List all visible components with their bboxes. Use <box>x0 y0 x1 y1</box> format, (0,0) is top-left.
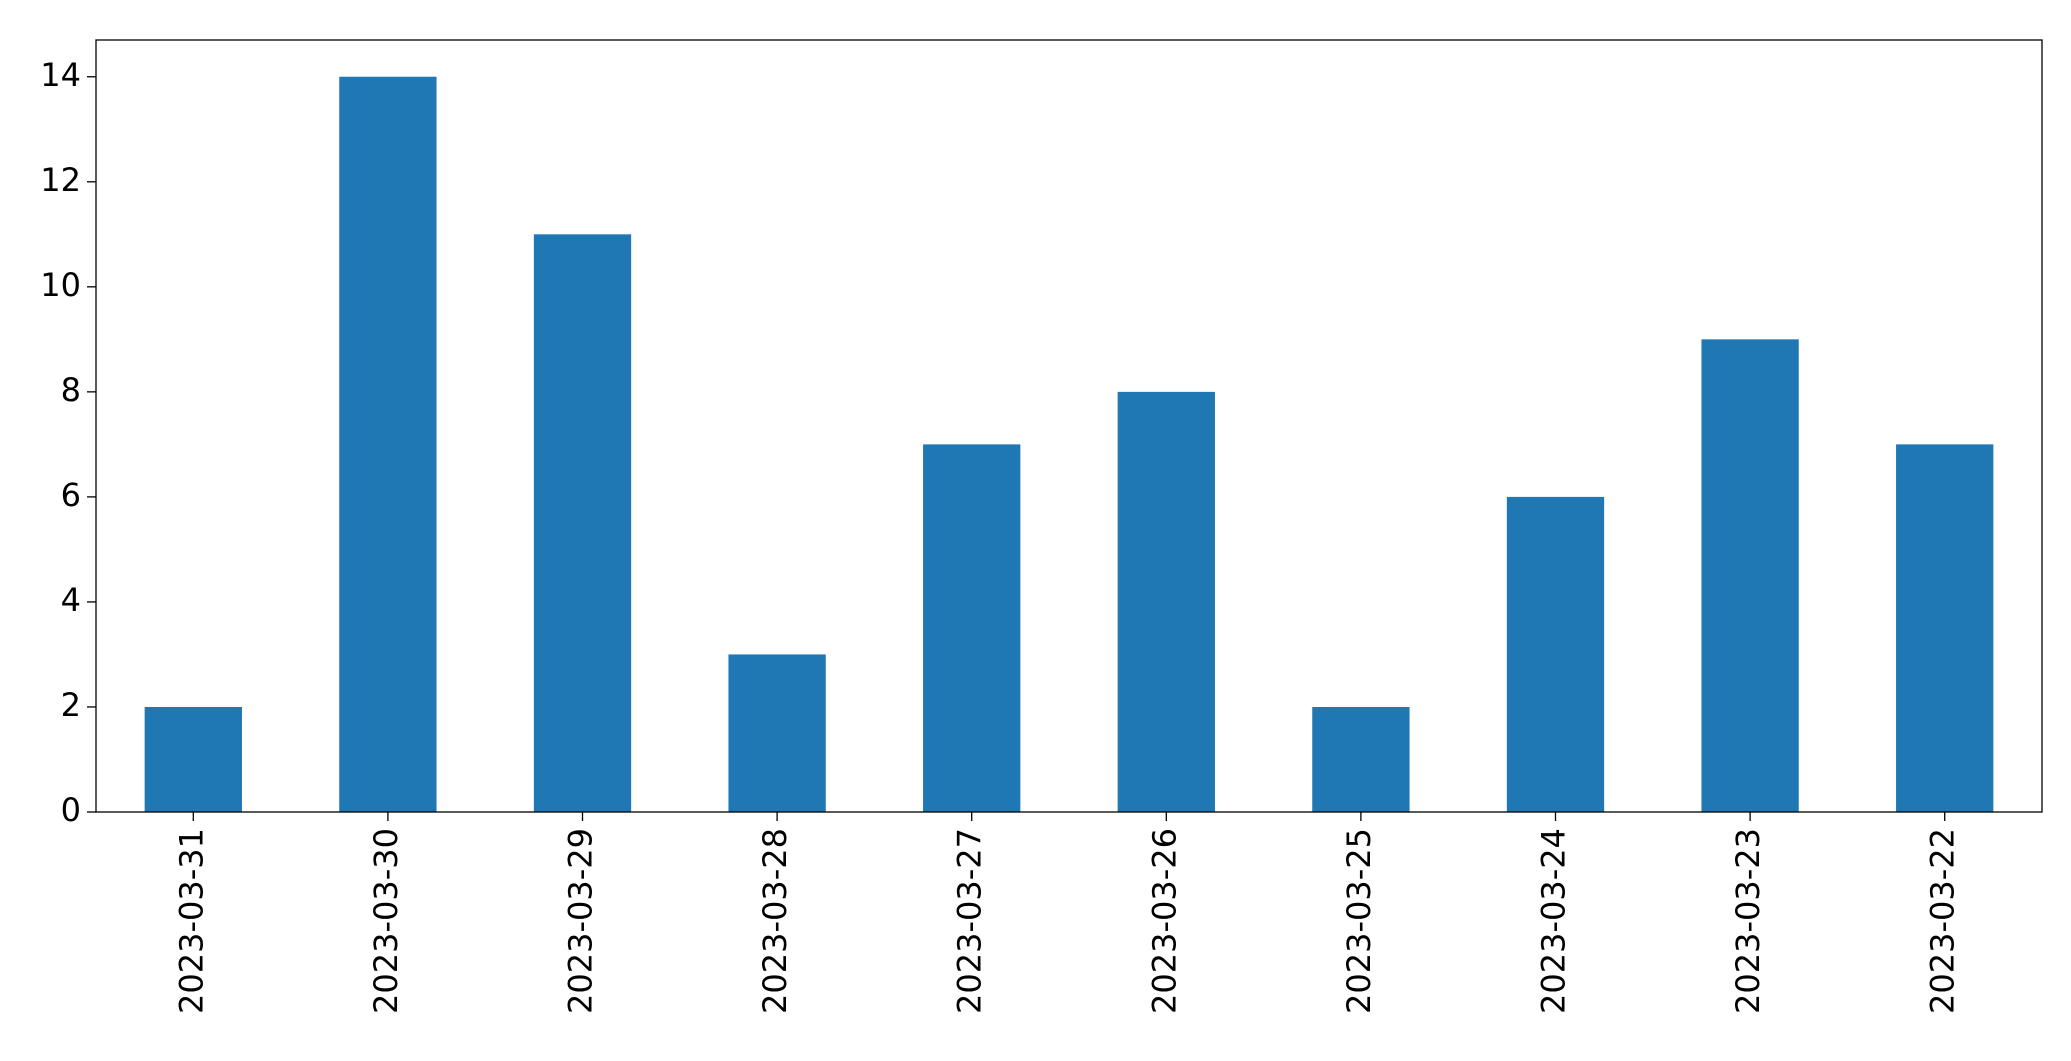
x-tick-label: 2023-03-30 <box>367 828 405 1014</box>
axes-frame <box>95 39 2043 813</box>
bar <box>1506 496 1605 812</box>
y-tick-label: 6 <box>61 476 81 514</box>
bar <box>533 234 632 812</box>
bar <box>1117 391 1215 812</box>
bar <box>1896 444 1994 812</box>
x-tick-label: 2023-03-22 <box>1924 828 1962 1014</box>
y-tick-label: 2 <box>61 686 81 724</box>
x-tick-label: 2023-03-24 <box>1535 828 1573 1014</box>
x-tick-label: 2023-03-28 <box>756 828 794 1014</box>
bar <box>923 444 1021 812</box>
y-tick-label: 0 <box>61 791 81 829</box>
bar <box>1701 339 1799 812</box>
x-tick-label: 2023-03-23 <box>1729 828 1767 1014</box>
x-tick-label: 2023-03-26 <box>1145 828 1183 1014</box>
bar <box>339 76 437 812</box>
x-tick-label: 2023-03-29 <box>562 828 600 1014</box>
y-tick-label: 8 <box>61 371 81 409</box>
x-tick-label: 2023-03-25 <box>1340 828 1378 1014</box>
x-tick-label: 2023-03-27 <box>951 828 989 1014</box>
bar <box>1312 706 1410 812</box>
y-tick-label: 14 <box>40 56 81 94</box>
bar <box>144 706 242 812</box>
y-tick-label: 4 <box>61 581 81 619</box>
y-tick-label: 10 <box>40 266 81 304</box>
x-tick-label: 2023-03-31 <box>172 828 210 1014</box>
y-tick-label: 12 <box>40 161 81 199</box>
bar <box>728 654 826 812</box>
